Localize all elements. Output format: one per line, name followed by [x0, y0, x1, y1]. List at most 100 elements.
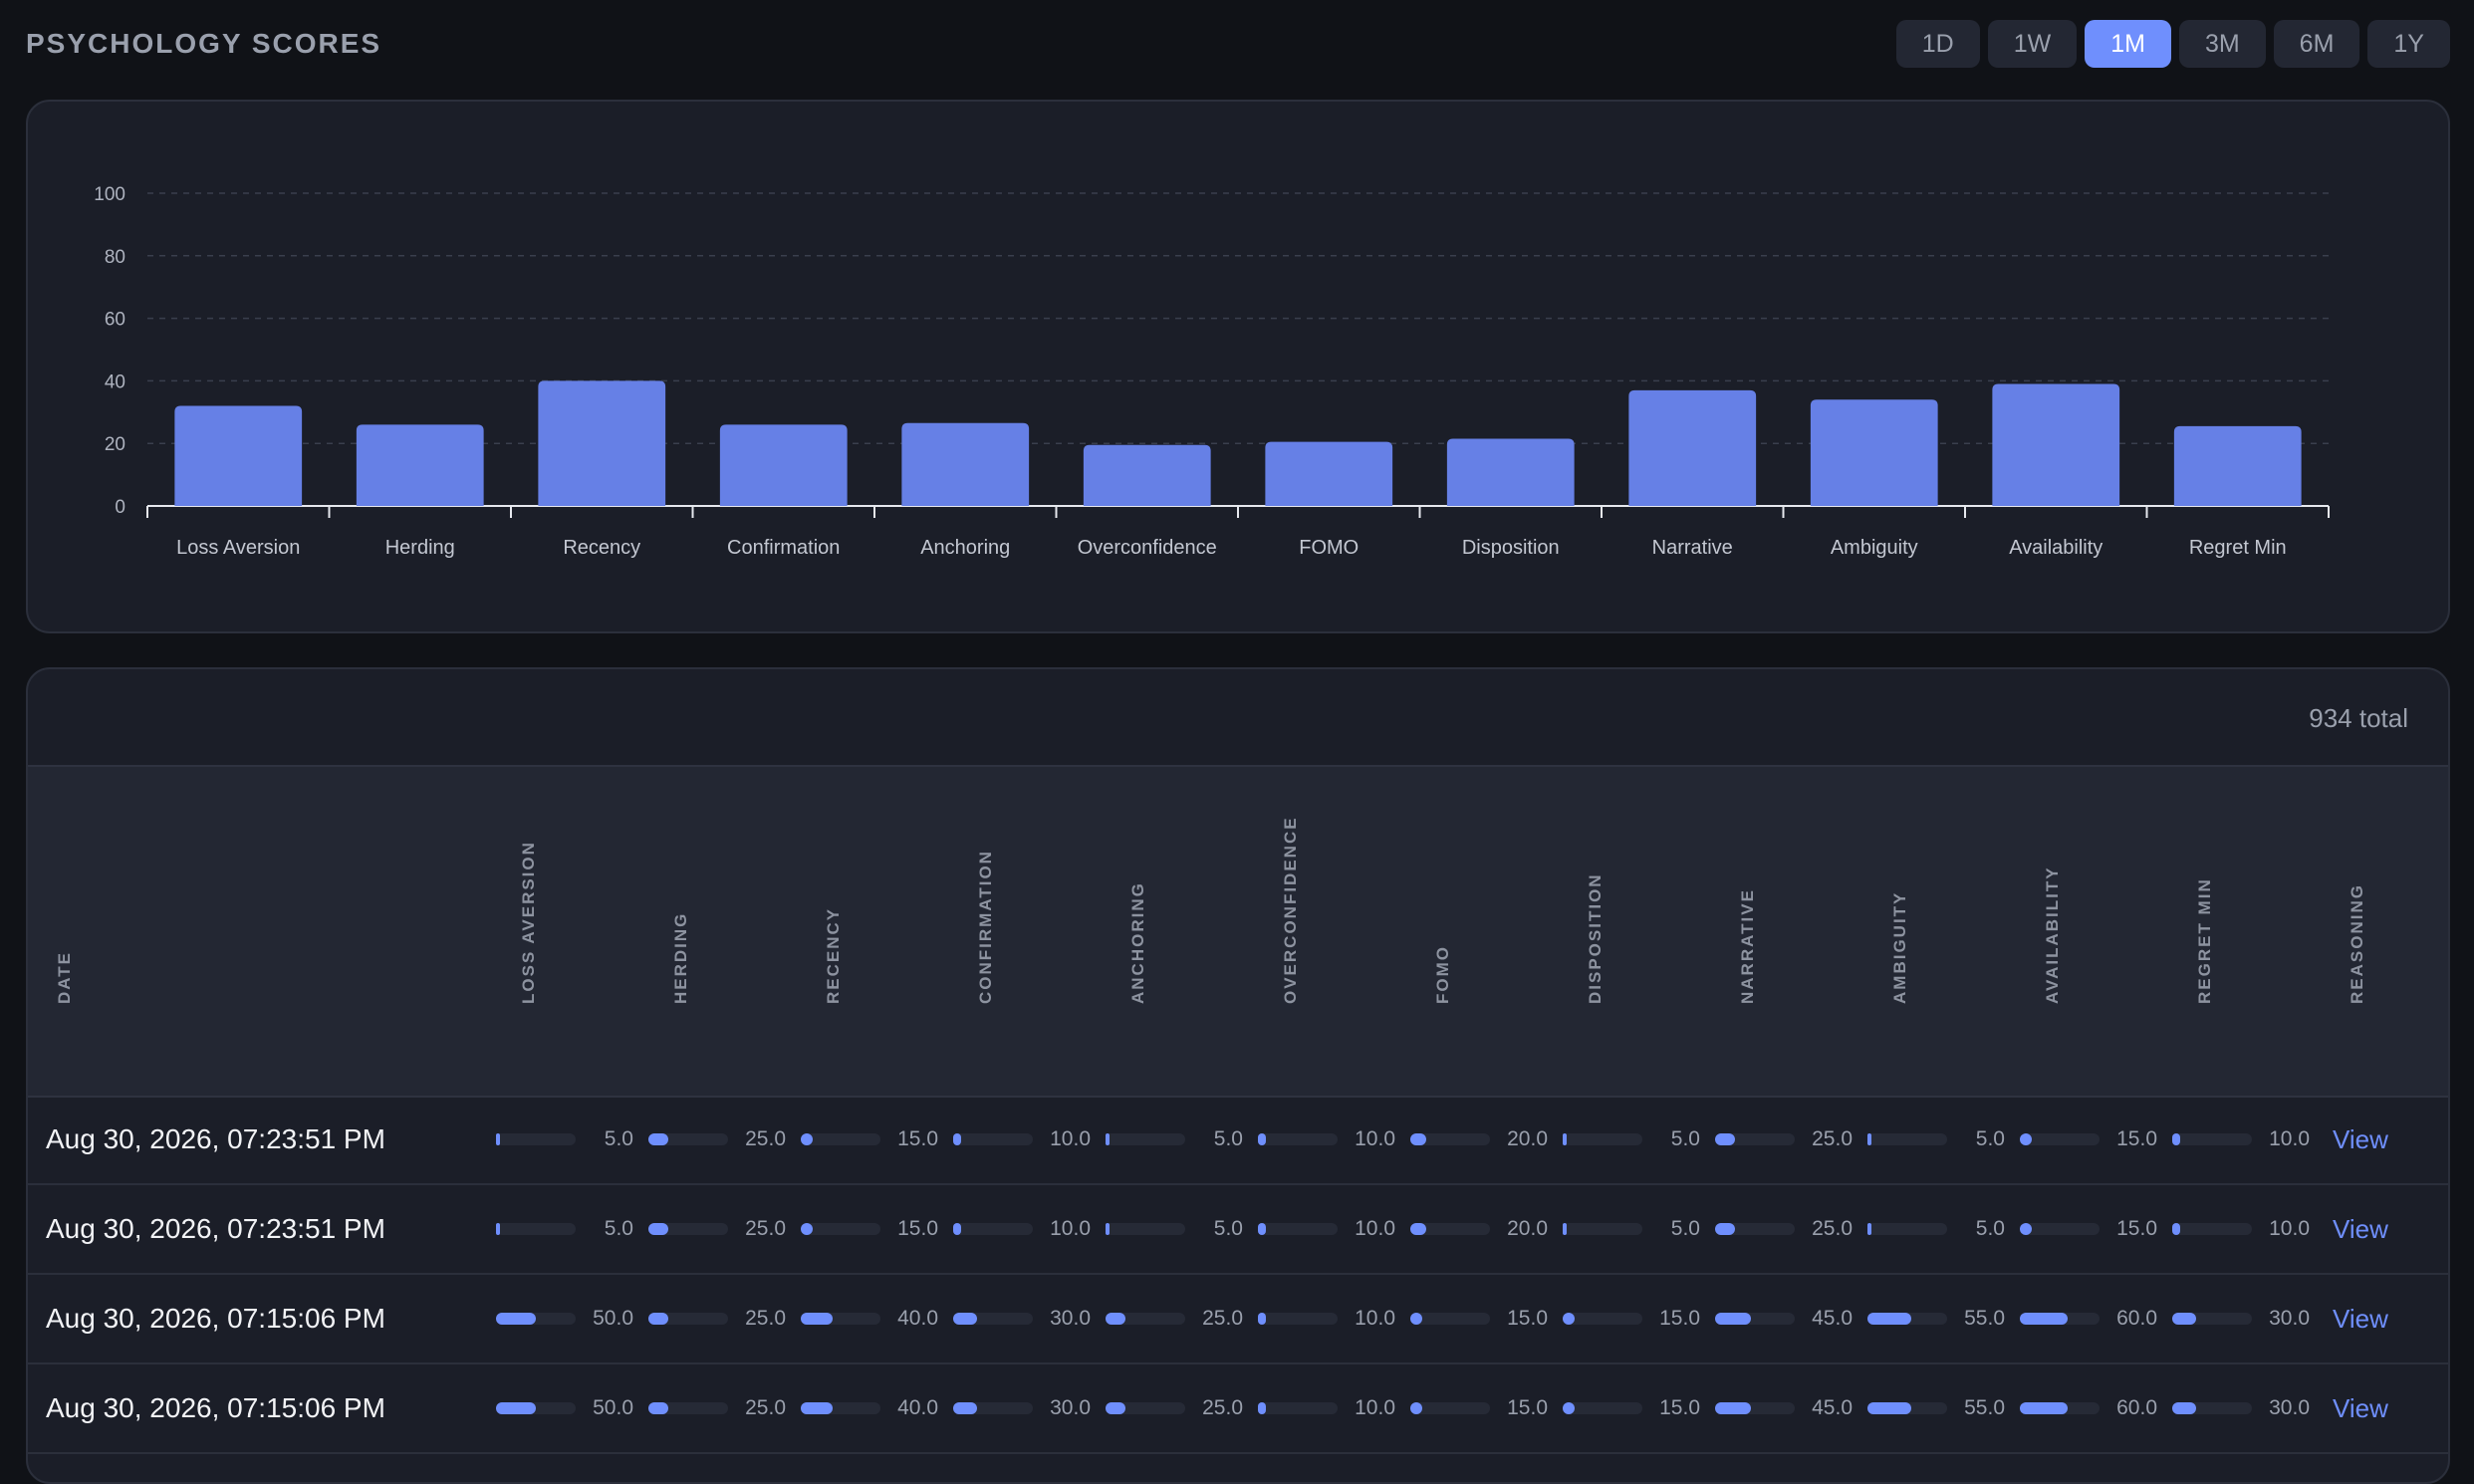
range-1m-button[interactable]: 1M — [2085, 20, 2171, 68]
score-bar-fill — [1106, 1223, 1110, 1235]
score-cell: 5.0 — [1867, 1096, 2005, 1183]
score-value: 55.0 — [1964, 1396, 2005, 1419]
score-cell: 25.0 — [648, 1364, 786, 1452]
score-cell: 45.0 — [1715, 1364, 1853, 1452]
range-3m-button[interactable]: 3M — [2178, 20, 2266, 68]
score-value: 5.0 — [1670, 1217, 1700, 1240]
column-header[interactable]: FOMO — [1428, 945, 1458, 1024]
table-row[interactable]: Aug 30, 2026, 07:15:06 PM 50.0 25.0 40.0 30.… — [28, 1364, 2448, 1454]
score-value: 25.0 — [1812, 1217, 1853, 1240]
table-header: DATE LOSS AVERSION HERDING RECENCY CONFIRMAT… — [28, 765, 2448, 1098]
score-cell: 15.0 — [1563, 1364, 1700, 1452]
score-bar-fill — [953, 1223, 961, 1235]
column-header[interactable]: ANCHORING — [1123, 881, 1153, 1024]
column-header[interactable]: REGRET MIN — [2190, 877, 2220, 1024]
score-value: 5.0 — [604, 1217, 633, 1240]
view-reasoning-link[interactable]: View — [2333, 1393, 2388, 1423]
x-category-label: FOMO — [1299, 537, 1359, 559]
column-header[interactable]: LOSS AVERSION — [514, 841, 544, 1024]
column-header[interactable]: DATE — [50, 951, 80, 1024]
score-value: 15.0 — [2116, 1217, 2157, 1240]
score-cell: 60.0 — [2020, 1364, 2157, 1452]
score-bar-track — [648, 1402, 728, 1414]
score-bar-track — [1563, 1223, 1642, 1235]
score-bar-track — [2172, 1223, 2252, 1235]
score-bar-fill — [1867, 1133, 1871, 1145]
x-category-label: Disposition — [1462, 537, 1560, 559]
score-bar-fill — [1867, 1223, 1871, 1235]
score-cell: 55.0 — [1867, 1275, 2005, 1362]
table-row[interactable]: Aug 30, 2026, 07:23:51 PM 5.0 25.0 15.0 10.0… — [28, 1096, 2448, 1185]
table-row[interactable]: Aug 30, 2026, 07:23:51 PM 5.0 25.0 15.0 10.0… — [28, 1185, 2448, 1275]
score-value: 5.0 — [1975, 1217, 2005, 1240]
score-bar-fill — [1410, 1313, 1422, 1325]
view-reasoning-link[interactable]: View — [2333, 1214, 2388, 1244]
score-bar-fill — [2172, 1402, 2196, 1414]
score-value: 15.0 — [1659, 1307, 1700, 1330]
score-cell: 10.0 — [1258, 1185, 1395, 1273]
column-header[interactable]: HERDING — [666, 912, 696, 1024]
column-header[interactable]: DISPOSITION — [1581, 872, 1610, 1024]
score-bar-fill — [2172, 1223, 2180, 1235]
score-value: 25.0 — [745, 1396, 786, 1419]
view-reasoning-link[interactable]: View — [2333, 1304, 2388, 1334]
score-value: 15.0 — [1659, 1396, 1700, 1419]
score-bar-track — [801, 1313, 880, 1325]
score-cell: 40.0 — [801, 1275, 938, 1362]
column-header[interactable]: AMBIGUITY — [1885, 891, 1915, 1024]
score-bar-fill — [2020, 1313, 2068, 1325]
score-value: 25.0 — [1812, 1127, 1853, 1150]
score-value: 45.0 — [1812, 1396, 1853, 1419]
score-cell: 5.0 — [496, 1185, 633, 1273]
score-bar-fill — [2020, 1133, 2032, 1145]
score-bar-fill — [801, 1402, 833, 1414]
score-value: 10.0 — [1050, 1127, 1091, 1150]
column-header[interactable]: REASONING — [2343, 883, 2372, 1024]
score-bar-fill — [1106, 1133, 1110, 1145]
column-header-label: AMBIGUITY — [1890, 890, 1909, 1004]
range-1d-button[interactable]: 1D — [1895, 20, 1980, 68]
score-bar-track — [1106, 1313, 1185, 1325]
table-row[interactable]: Aug 30, 2026, 07:15:06 PM 50.0 25.0 40.0 30.… — [28, 1275, 2448, 1364]
column-header[interactable]: AVAILABILITY — [2038, 866, 2068, 1024]
range-1y-button[interactable]: 1Y — [2367, 20, 2450, 68]
score-bar-track — [648, 1223, 728, 1235]
score-bar-track — [1410, 1402, 1490, 1414]
score-value: 20.0 — [1507, 1217, 1548, 1240]
score-cell: 25.0 — [1106, 1364, 1243, 1452]
score-cell: 10.0 — [2172, 1096, 2310, 1183]
column-header[interactable]: RECENCY — [819, 907, 849, 1024]
view-reasoning-link[interactable]: View — [2333, 1124, 2388, 1154]
column-header-label: DISPOSITION — [1586, 872, 1605, 1004]
scores-bar-chart: 0 20 40 60 80 100 Loss Aversion Herding Recency C… — [94, 184, 2330, 559]
y-tick-label: 40 — [105, 371, 125, 392]
range-6m-button[interactable]: 6M — [2273, 20, 2360, 68]
score-cell: 15.0 — [2020, 1096, 2157, 1183]
score-bar-track — [1563, 1313, 1642, 1325]
score-value: 45.0 — [1812, 1307, 1853, 1330]
score-value: 55.0 — [1964, 1307, 2005, 1330]
score-bar-fill — [1715, 1133, 1735, 1145]
score-value: 10.0 — [1355, 1217, 1395, 1240]
bar — [1992, 383, 2120, 506]
x-category-label: Ambiguity — [1831, 537, 1918, 559]
column-header-label: OVERCONFIDENCE — [1281, 816, 1300, 1004]
column-header[interactable]: CONFIRMATION — [971, 850, 1001, 1024]
range-1w-button[interactable]: 1W — [1987, 20, 2078, 68]
score-bar-track — [1563, 1402, 1642, 1414]
column-header[interactable]: NARRATIVE — [1733, 888, 1763, 1024]
score-bar-track — [1563, 1133, 1642, 1145]
score-value: 10.0 — [2269, 1127, 2310, 1150]
score-cell: 45.0 — [1715, 1275, 1853, 1362]
score-cell: 30.0 — [953, 1364, 1091, 1452]
column-header-label: NARRATIVE — [1738, 888, 1757, 1004]
score-bar-track — [2020, 1223, 2100, 1235]
score-bar-track — [2020, 1402, 2100, 1414]
column-header[interactable]: OVERCONFIDENCE — [1276, 816, 1306, 1024]
date-cell: Aug 30, 2026, 07:15:06 PM — [46, 1303, 385, 1334]
x-category-label: Narrative — [1652, 537, 1733, 559]
score-value: 30.0 — [1050, 1396, 1091, 1419]
score-value: 30.0 — [2269, 1396, 2310, 1419]
column-header-label: REGRET MIN — [2195, 877, 2214, 1004]
score-bar-track — [648, 1313, 728, 1325]
